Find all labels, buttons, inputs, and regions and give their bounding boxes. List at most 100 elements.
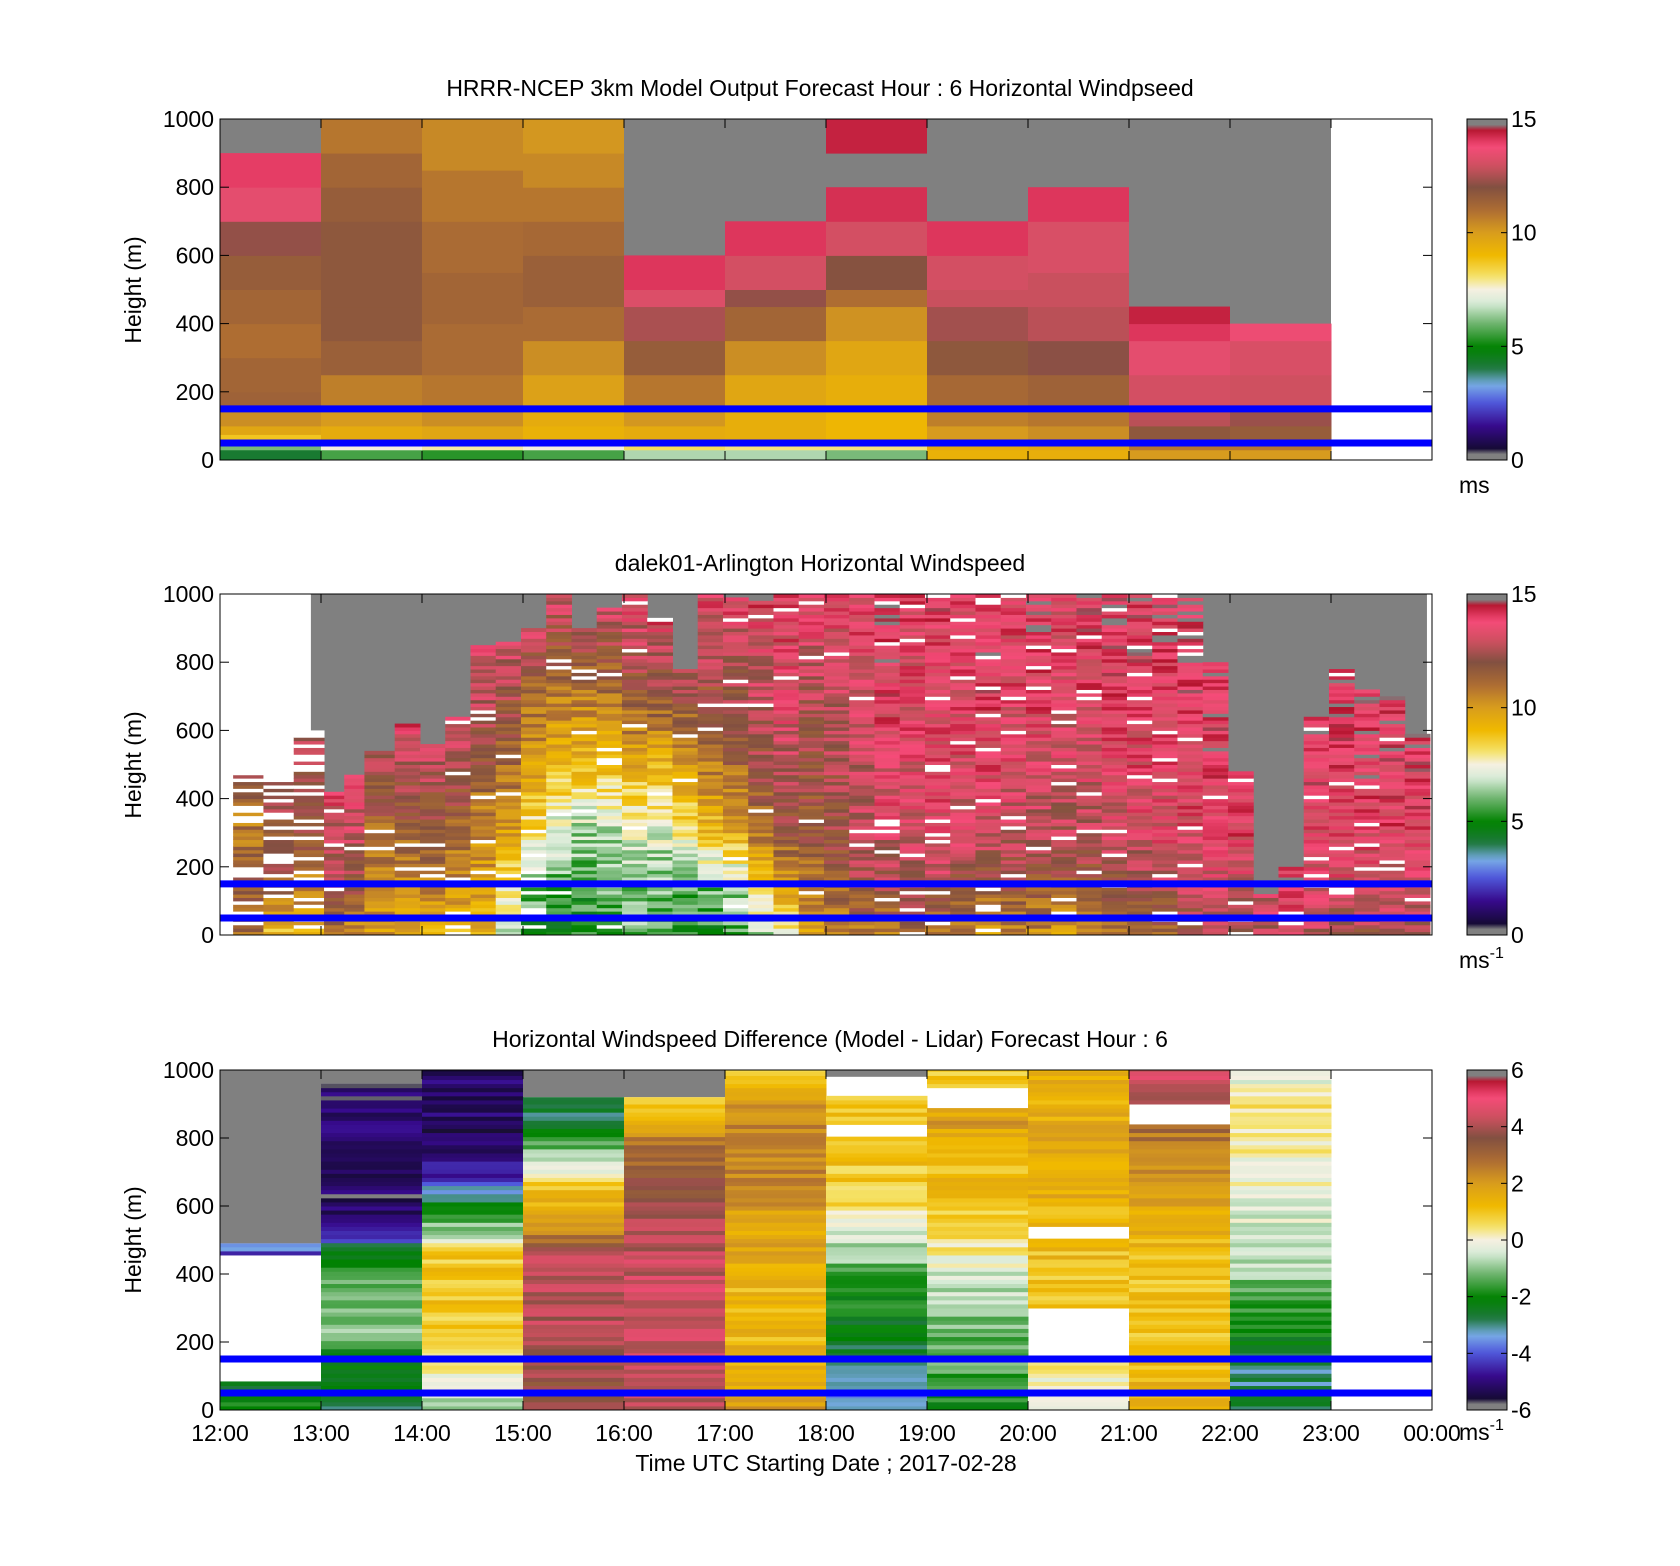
heatmap-cell [1354, 904, 1380, 909]
heatmap-cell [495, 761, 522, 765]
heatmap-cell [220, 357, 322, 393]
heatmap-cell [899, 655, 926, 660]
heatmap-cell [975, 836, 1002, 841]
heatmap-cell [1227, 815, 1254, 820]
heatmap-cell [220, 1250, 322, 1256]
heatmap-cell [748, 638, 774, 643]
heatmap-cell [523, 1246, 625, 1252]
heatmap-gap [1076, 689, 1103, 694]
heatmap-cell [748, 624, 774, 629]
heatmap-cell [220, 323, 322, 359]
heatmap-gap [263, 778, 295, 783]
heatmap-cell [1379, 733, 1406, 738]
heatmap-cell [798, 849, 825, 854]
heatmap-cell [1328, 679, 1355, 684]
heatmap-cell [950, 641, 976, 646]
heatmap-cell [321, 1291, 423, 1297]
y-axis-label: Height (m) [120, 1186, 146, 1293]
colorbar-tick-label: -4 [1511, 1340, 1532, 1366]
heatmap-gap [975, 904, 1002, 909]
heatmap-cell [422, 449, 524, 461]
heatmap-cell [748, 931, 774, 936]
heatmap-cell [1101, 600, 1128, 605]
heatmap-cell [495, 924, 522, 929]
heatmap-cell [1051, 689, 1077, 694]
heatmap-cell [722, 733, 749, 738]
heatmap-cell [364, 873, 396, 878]
heatmap-cell [233, 890, 264, 895]
heatmap-cell [748, 870, 774, 875]
heatmap-cell [927, 1161, 1029, 1166]
heatmap-cell [773, 897, 800, 902]
heatmap-cell [1328, 870, 1355, 875]
heatmap-cell [1328, 795, 1355, 800]
heatmap-cell [1101, 842, 1128, 847]
heatmap-cell [899, 781, 926, 786]
heatmap-cell [647, 709, 673, 714]
heatmap-cell [748, 890, 774, 895]
heatmap-cell [899, 611, 926, 615]
heatmap-cell [1328, 709, 1355, 714]
heatmap-cell [1025, 802, 1052, 806]
heatmap-cell [647, 624, 673, 629]
heatmap-cell [1177, 757, 1204, 762]
heatmap-gap [520, 829, 547, 834]
heatmap-cell [344, 784, 365, 789]
heatmap-cell [394, 730, 421, 735]
heatmap-cell [1177, 709, 1204, 714]
heatmap-cell [1028, 1206, 1130, 1211]
heatmap-cell [950, 771, 976, 776]
heatmap-cell [263, 897, 295, 902]
heatmap-cell [394, 798, 421, 803]
heatmap-cell [321, 1324, 423, 1329]
heatmap-cell [1404, 928, 1431, 933]
heatmap-cell [1227, 853, 1254, 858]
heatmap-cell [975, 795, 1002, 800]
heatmap-gap [233, 866, 264, 871]
heatmap-cell [495, 853, 522, 858]
heatmap-cell [596, 648, 623, 653]
heatmap-cell [520, 641, 547, 646]
heatmap-cell [798, 669, 825, 673]
heatmap-cell [1000, 658, 1027, 663]
heatmap-cell [1230, 1189, 1332, 1195]
heatmap-cell [621, 931, 648, 936]
heatmap-cell [826, 1177, 928, 1183]
heatmap-cell [1328, 730, 1355, 735]
heatmap-cell [546, 675, 572, 680]
heatmap-cell [1000, 703, 1027, 708]
heatmap-cell [293, 788, 325, 793]
heatmap-cell [470, 781, 497, 786]
heatmap-cell [1028, 1263, 1130, 1268]
heatmap-cell [419, 771, 446, 776]
heatmap-cell [596, 784, 623, 789]
heatmap-cell [1129, 323, 1231, 342]
y-tick-label: 1000 [163, 106, 214, 132]
heatmap-cell [798, 911, 825, 916]
heatmap-cell [1303, 733, 1330, 738]
heatmap-cell [1278, 866, 1305, 871]
heatmap-cell [546, 846, 572, 851]
heatmap-cell [1354, 754, 1380, 759]
heatmap-cell [1126, 784, 1153, 789]
heatmap-cell [722, 628, 749, 633]
heatmap-cell [1177, 716, 1204, 721]
heatmap-cell [874, 788, 901, 793]
colorbar-tick-label: -2 [1511, 1284, 1531, 1310]
heatmap-cell [546, 604, 572, 609]
heatmap-cell [1076, 832, 1103, 837]
heatmap-cell [1177, 624, 1204, 629]
heatmap-cell [975, 894, 1002, 898]
heatmap-cell [823, 812, 850, 817]
heatmap-cell [975, 788, 1002, 793]
heatmap-cell [647, 802, 673, 806]
heatmap-cell [874, 767, 901, 772]
heatmap-cell [950, 669, 976, 673]
heatmap-cell [321, 1259, 423, 1264]
heatmap-cell [394, 849, 421, 854]
heatmap-cell [975, 720, 1002, 725]
heatmap-cell [394, 931, 421, 936]
heatmap-cell [672, 870, 699, 875]
heatmap-cell [1025, 675, 1052, 680]
heatmap-cell [826, 1189, 928, 1195]
